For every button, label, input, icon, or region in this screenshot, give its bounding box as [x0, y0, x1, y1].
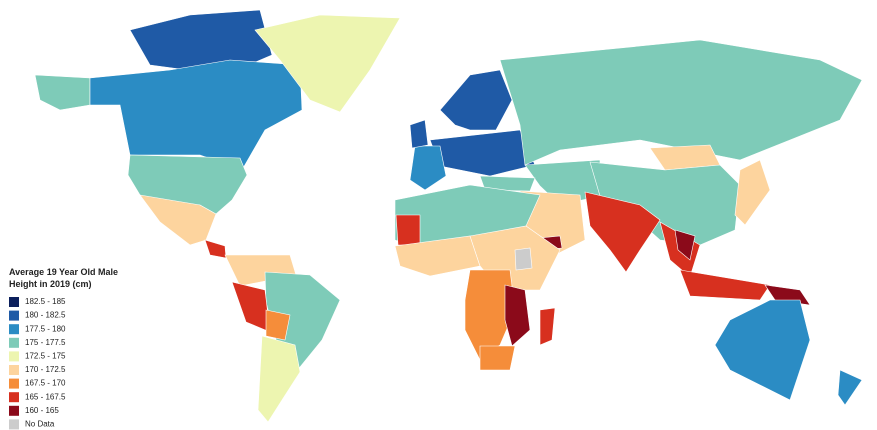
legend-swatch: [9, 337, 19, 348]
legend-swatch: [9, 351, 19, 362]
legend-label: 165 - 167.5: [25, 392, 66, 401]
legend-swatch: [9, 405, 19, 416]
new-zealand: [837, 369, 863, 406]
legend-swatch: [9, 419, 19, 430]
legend-label: 182.5 - 185: [25, 297, 66, 306]
japan: [734, 159, 771, 226]
turkey: [479, 175, 536, 192]
legend-label: 177.5 - 180: [25, 324, 66, 333]
greenland: [254, 14, 401, 113]
legend-swatch: [9, 392, 19, 403]
bolivia: [265, 309, 291, 341]
alaska: [34, 74, 91, 111]
legend-swatch: [9, 297, 19, 307]
somalia-no-data: [514, 247, 533, 271]
west-africa: [394, 235, 481, 277]
land-masses: [34, 9, 863, 423]
legend-label: 170 - 172.5: [25, 365, 66, 374]
uk: [409, 119, 429, 149]
laos: [674, 229, 696, 261]
russia: [499, 39, 863, 166]
australia: [714, 299, 811, 401]
central-europe: [429, 129, 536, 177]
arctic-islands: [129, 9, 273, 76]
legend-swatch: [9, 324, 19, 335]
mozambique: [504, 284, 531, 347]
legend-label: 160 - 165: [25, 406, 59, 415]
mauritania: [395, 214, 421, 246]
legend-label: 167.5 - 170: [25, 379, 66, 388]
canada: [89, 59, 303, 171]
western-europe: [409, 145, 447, 191]
legend-label: No Data: [25, 420, 55, 429]
central-america: [204, 239, 227, 259]
argentina-chile: [257, 335, 301, 423]
peru: [231, 281, 271, 333]
legend-label: 175 - 177.5: [25, 338, 66, 347]
india: [584, 191, 661, 273]
legend-label: 172.5 - 175: [25, 352, 66, 361]
indonesia: [679, 269, 771, 301]
legend-title: Height in 2019 (cm): [9, 279, 92, 289]
south-africa: [479, 345, 516, 371]
legend-swatch: [9, 365, 19, 375]
legend-label: 180 - 182.5: [25, 311, 66, 320]
legend-swatch: [9, 310, 19, 321]
scandinavia: [439, 69, 513, 131]
legend-swatch: [9, 378, 19, 389]
madagascar: [539, 307, 556, 346]
legend: Average 19 Year Old Male Height in 2019 …: [9, 267, 118, 430]
legend-title: Average 19 Year Old Male: [9, 267, 118, 277]
